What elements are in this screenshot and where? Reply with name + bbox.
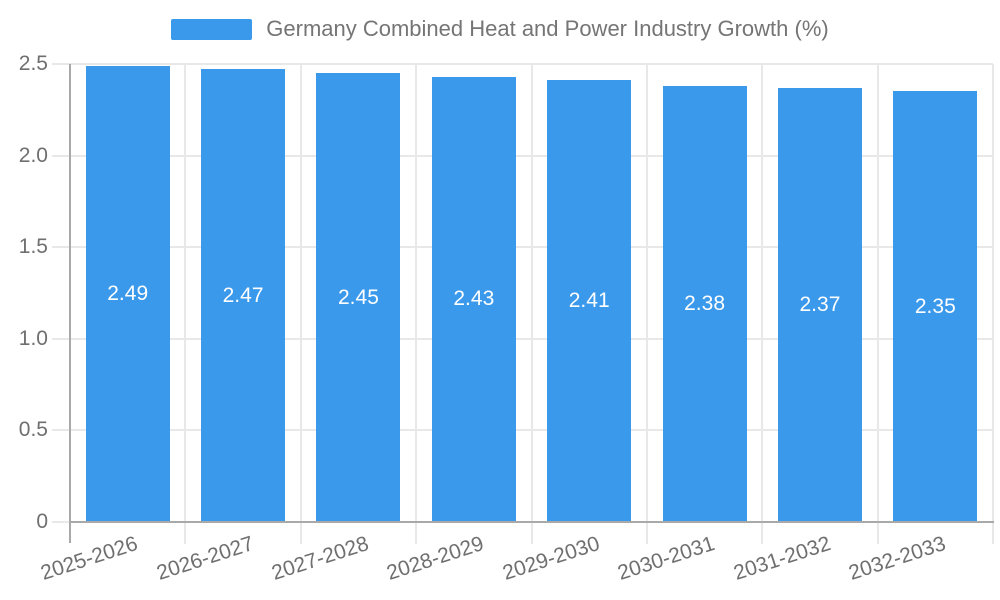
bar-value-label: 2.45: [338, 285, 379, 309]
x-gridline: [184, 64, 187, 522]
y-tick-label: 2.5: [18, 52, 48, 75]
x-tick-mark: [761, 523, 764, 544]
bar: 2.47: [201, 69, 286, 522]
y-tick-mark: [52, 246, 70, 249]
x-gridline: [645, 64, 648, 522]
x-gridline: [530, 64, 533, 522]
bar-value-label: 2.38: [684, 291, 725, 315]
y-tick-label: 0.5: [18, 418, 48, 442]
bar-value-label: 2.49: [107, 281, 149, 305]
x-tick-label: 2032-2033: [845, 532, 949, 585]
y-tick-mark: [52, 429, 70, 432]
bar: 2.38: [662, 85, 747, 522]
y-axis-line: [69, 64, 71, 543]
y-tick-mark: [52, 337, 70, 340]
x-tick-label: 2031-2032: [730, 532, 834, 585]
bar-value-label: 2.37: [799, 292, 841, 316]
plot-area: 2.49 2.47 2.45 2.43 2.41 2.38 2.37 2.35: [70, 63, 994, 522]
y-tick-label: 1.5: [18, 235, 48, 259]
x-tick-mark: [184, 523, 187, 544]
bar-value-label: 2.43: [453, 287, 495, 311]
x-tick-label: 2028-2029: [384, 532, 487, 585]
y-tick-mark: [52, 154, 70, 157]
bar-value-label: 2.47: [222, 283, 264, 307]
x-tick-label: 2025-2026: [38, 532, 141, 585]
legend: Germany Combined Heat and Power Industry…: [0, 16, 1000, 42]
x-axis-line: [69, 521, 994, 523]
legend-swatch: [171, 18, 253, 40]
bar: 2.41: [547, 80, 632, 522]
y-tick-label: 1.0: [18, 326, 48, 350]
x-tick-label: 2027-2028: [268, 532, 372, 585]
x-gridline: [876, 64, 879, 522]
x-tick-label: 2030-2031: [615, 532, 718, 585]
x-gridline: [415, 64, 418, 522]
y-tick-label: 2.0: [18, 143, 48, 167]
x-tick-mark: [299, 523, 302, 544]
x-tick-mark: [645, 523, 648, 544]
bar-value-label: 2.41: [568, 289, 610, 313]
bar-value-label: 2.35: [914, 294, 956, 318]
bar: 2.49: [85, 65, 170, 522]
bar: 2.37: [777, 87, 862, 522]
x-tick-label: 2029-2030: [499, 532, 603, 585]
y-tick-mark: [52, 63, 70, 65]
x-tick-label: 2026-2027: [153, 532, 257, 585]
x-gridline: [299, 64, 302, 522]
bar: 2.35: [893, 91, 978, 522]
bar: 2.43: [431, 76, 516, 522]
x-gridline: [761, 64, 764, 522]
x-tick-mark: [876, 523, 879, 544]
bar: 2.45: [316, 73, 401, 522]
x-gridline: [992, 64, 994, 522]
legend-item[interactable]: Germany Combined Heat and Power Industry…: [171, 16, 829, 42]
y-tick-label: 0: [36, 510, 48, 533]
x-tick-mark: [992, 523, 994, 544]
x-tick-mark: [415, 523, 418, 544]
chart-title: Germany Combined Heat and Power Industry…: [266, 16, 829, 41]
x-tick-mark: [530, 523, 533, 544]
y-tick-mark: [52, 521, 70, 523]
